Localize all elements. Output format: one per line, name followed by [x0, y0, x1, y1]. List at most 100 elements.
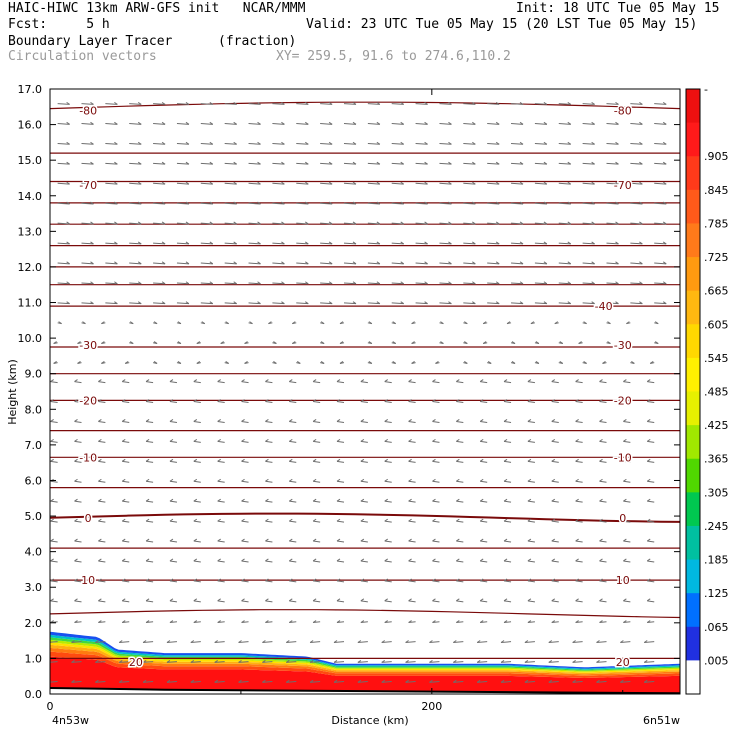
wind-vector — [504, 461, 511, 462]
wind-vector — [385, 402, 392, 403]
isotherm-line — [50, 102, 680, 108]
wind-vector — [98, 521, 105, 522]
wind-vector — [218, 382, 225, 383]
wind-vector-head — [218, 439, 221, 441]
wind-vector — [552, 481, 559, 482]
wind-vector — [242, 541, 249, 542]
wind-vector-head — [480, 539, 483, 541]
wind-vector — [504, 481, 511, 482]
wind-vector-head — [552, 459, 555, 461]
wind-vector-head — [576, 559, 579, 561]
wind-vector — [409, 441, 416, 442]
wind-vector-head — [456, 559, 459, 561]
wind-vector — [122, 481, 129, 482]
wind-vector-head — [361, 479, 364, 481]
colorbar-swatch — [686, 425, 700, 459]
wind-vector-head — [361, 459, 364, 461]
wind-vector-head — [242, 539, 245, 541]
wind-vector-head — [480, 380, 483, 382]
wind-vector-head — [122, 539, 125, 541]
wind-vector — [528, 461, 535, 462]
wind-vector — [647, 601, 654, 602]
wind-vector — [265, 461, 272, 462]
wind-vector-head — [647, 559, 650, 561]
wind-vector-head — [432, 499, 435, 501]
wind-vector-head — [242, 380, 245, 382]
wind-vector-head — [122, 380, 125, 382]
wind-vector — [194, 481, 201, 482]
wind-vector-head — [409, 539, 412, 541]
wind-vector-head — [122, 479, 125, 481]
wind-vector — [504, 581, 511, 582]
wind-vector — [409, 481, 416, 482]
wind-vector — [552, 421, 559, 422]
wind-vector-head — [432, 539, 435, 541]
colorbar-swatch — [686, 324, 700, 358]
wind-vector-head — [313, 599, 316, 601]
wind-vector-head — [289, 499, 292, 501]
wind-vector-head — [552, 439, 555, 441]
wind-vector-head — [289, 599, 292, 601]
wind-vector — [409, 521, 416, 522]
wind-vector-head — [528, 539, 531, 541]
wind-vector-head — [289, 439, 292, 441]
wind-vector — [361, 421, 368, 422]
y-tick-label: 5.0 — [25, 510, 43, 523]
wind-vector-head — [313, 380, 316, 382]
wind-vector-head — [265, 419, 268, 421]
wind-vector-head — [647, 539, 650, 541]
wind-vector — [194, 561, 201, 562]
isotherm-line — [50, 514, 680, 522]
wind-vector-head — [409, 439, 412, 441]
wind-vector-head — [337, 599, 340, 601]
wind-vector-head — [170, 519, 173, 521]
colorbar-label: .365 — [704, 453, 729, 466]
y-tick-label: 9.0 — [25, 368, 43, 381]
wind-vector — [122, 541, 129, 542]
wind-vector-head — [313, 459, 316, 461]
wind-vector — [385, 481, 392, 482]
wind-vector — [552, 521, 559, 522]
wind-vector-head — [623, 439, 626, 441]
wind-vector — [170, 441, 177, 442]
wind-vector — [313, 601, 320, 602]
wind-vector-head — [170, 599, 173, 601]
colorbar-swatch — [686, 358, 700, 392]
wind-vector — [504, 402, 511, 403]
colorbar-label: .545 — [704, 352, 729, 365]
wind-vector — [289, 461, 296, 462]
contour-label: -30 — [614, 339, 632, 352]
wind-vector-head — [242, 459, 245, 461]
wind-vector — [504, 521, 511, 522]
wind-vector — [289, 561, 296, 562]
colorbar-swatch — [686, 123, 700, 157]
wind-vector — [146, 481, 153, 482]
wind-vector-head — [409, 559, 412, 561]
wind-vector — [337, 521, 344, 522]
wind-vector-head — [385, 380, 388, 382]
wind-vector — [456, 441, 463, 442]
wind-vector-head — [242, 519, 245, 521]
wind-vector-head — [242, 419, 245, 421]
wind-vector-head — [265, 439, 268, 441]
wind-vector — [528, 421, 535, 422]
wind-vector-head — [361, 499, 364, 501]
wind-vector — [265, 601, 272, 602]
wind-vector-head — [600, 459, 603, 461]
wind-vector — [647, 481, 654, 482]
colorbar-label: .845 — [704, 184, 729, 197]
wind-vector-head — [528, 459, 531, 461]
wind-vector-head — [385, 419, 388, 421]
x-tick-label: 0 — [47, 700, 54, 713]
wind-vector — [432, 521, 439, 522]
wind-vector-head — [265, 559, 268, 561]
wind-vector-head — [146, 479, 149, 481]
wind-vector — [242, 441, 249, 442]
wind-vector-head — [456, 599, 459, 601]
wind-vector-head — [170, 559, 173, 561]
wind-vector-head — [75, 419, 78, 421]
wind-vector — [528, 481, 535, 482]
wind-vector — [337, 601, 344, 602]
wind-vector — [218, 441, 225, 442]
wind-vector — [647, 421, 654, 422]
